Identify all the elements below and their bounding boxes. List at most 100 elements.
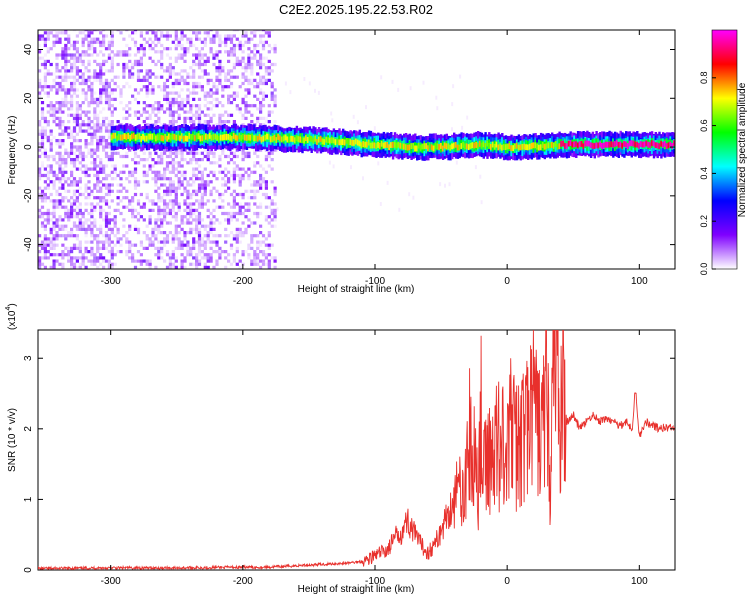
spectrogram-cell: [480, 200, 483, 205]
spectrogram-cell: [104, 218, 109, 222]
spectrogram-cell: [58, 224, 62, 228]
spectrogram-cell: [87, 250, 91, 254]
spectrogram-cell: [43, 240, 47, 244]
spectrogram-cell: [78, 31, 82, 35]
spectrogram-cell: [102, 218, 106, 222]
spectrogram-cell: [55, 224, 59, 228]
spectrogram-cell: [46, 69, 50, 73]
spectrogram-cell: [81, 78, 85, 82]
spectrogram-cell: [61, 158, 65, 162]
spectrogram-cell: [55, 88, 59, 92]
signal-band-cell: [356, 139, 360, 146]
spectrogram-cell: [203, 262, 207, 266]
spectrogram-cell: [154, 75, 158, 79]
spectrogram-cell: [49, 243, 53, 247]
signal-band-cell: [652, 140, 656, 147]
spectrogram-cell: [259, 164, 263, 168]
spectrogram-cell: [55, 110, 59, 114]
spectrogram-cell: [238, 43, 242, 48]
spectrogram-cell: [136, 183, 141, 187]
spectrogram-cell: [151, 202, 155, 206]
spectrogram-cell: [90, 101, 94, 105]
spectrogram-cell: [247, 151, 251, 155]
spectrogram-cell: [72, 202, 77, 206]
spectrogram-cell: [61, 199, 65, 203]
signal-band-cell: [438, 144, 441, 150]
spectrogram-cell: [157, 170, 161, 174]
spectrogram-cell: [218, 158, 222, 162]
spectrogram-cell: [189, 202, 193, 206]
spectrogram-cell: [197, 183, 202, 187]
spectrogram-cell: [244, 116, 248, 120]
spectrogram-cell: [40, 129, 45, 133]
spectrogram-cell: [250, 31, 254, 35]
spectrogram-cell: [224, 265, 228, 269]
spectrogram-cell: [110, 170, 114, 174]
spectrogram-cell: [154, 173, 158, 178]
spectrogram-cell: [46, 177, 50, 181]
signal-band-cell: [342, 139, 345, 145]
spectrogram-cell: [128, 243, 132, 247]
spectrogram-cell: [64, 158, 68, 162]
spectrogram-cell: [142, 37, 146, 41]
spectrogram-cell: [96, 135, 100, 139]
signal-band-cell: [504, 144, 508, 151]
spectrogram-cell: [90, 227, 94, 231]
spectrogram-cell: [84, 30, 88, 32]
spectrogram-cell: [171, 164, 175, 168]
spectrogram-cell: [160, 107, 164, 111]
signal-band-cell: [234, 134, 238, 141]
spectrogram-cell: [104, 81, 109, 86]
spectrogram-cell: [289, 90, 292, 95]
spectrogram-cell: [180, 192, 184, 197]
spectrogram-cell: [270, 224, 274, 228]
signal-band-cell: [375, 143, 378, 149]
signal-band-cell: [334, 139, 337, 146]
spectrogram-cell: [209, 192, 213, 197]
spectrogram-cell: [78, 205, 82, 209]
spectrogram-cell: [197, 62, 202, 67]
spectrogram-cell: [122, 116, 126, 120]
spectrogram-cell: [49, 47, 53, 51]
spectrogram-cell: [55, 202, 59, 206]
spectrogram-cell: [183, 256, 187, 260]
spectrogram-cell: [61, 256, 65, 260]
spectrogram-cell: [154, 234, 158, 238]
spectrogram-cell: [133, 88, 138, 92]
spectrogram-cell: [96, 180, 100, 184]
spectrogram-cell: [270, 158, 274, 162]
spectrogram-cell: [110, 189, 114, 193]
spectrogram-cell: [218, 120, 222, 124]
spectrogram-cell: [174, 47, 178, 51]
spectrogram-cell: [49, 88, 53, 92]
spectrogram-cell: [259, 59, 263, 63]
spectrogram-cell: [177, 94, 181, 98]
spectrogram-cell: [259, 78, 263, 82]
spectrogram-cell: [145, 224, 149, 228]
spectrogram-cell: [75, 116, 79, 120]
spectrogram-cell: [43, 75, 47, 79]
spectrogram-cell: [200, 85, 204, 89]
spectrogram-cell: [241, 72, 245, 76]
spectrogram-cell: [96, 234, 100, 238]
spectrogram-cell: [96, 202, 100, 206]
spectrogram-cell: [90, 167, 94, 171]
spectrogram-cell: [270, 243, 274, 247]
signal-band-cell: [589, 142, 593, 149]
spectrogram-cell: [148, 72, 152, 76]
spectrogram-cell: [90, 30, 94, 32]
spectrogram-cell: [209, 88, 213, 92]
spectrogram-cell: [43, 173, 47, 178]
spectrogram-cell: [40, 215, 45, 219]
spectrogram-cell: [81, 43, 85, 48]
signal-band-cell: [410, 143, 413, 149]
spectrogram-cell: [180, 34, 184, 38]
spectrogram-cell: [247, 218, 251, 222]
spectrogram-cell: [148, 240, 152, 244]
spectrogram-cell: [256, 259, 260, 263]
spectrogram-cell: [330, 111, 333, 116]
spectrogram-cell: [87, 202, 91, 206]
spectrogram-cell: [64, 30, 68, 32]
spectrogram-cell: [43, 186, 47, 190]
spectrogram-cell: [52, 208, 56, 212]
